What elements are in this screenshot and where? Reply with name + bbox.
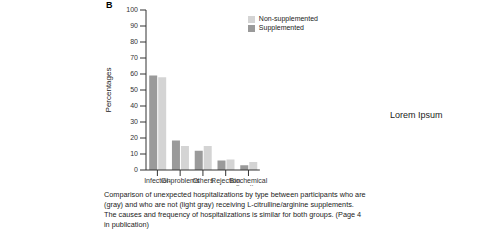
html-text:Comparison of unexpected hospi: Comparison of unexpected hospitalization… xyxy=(104,190,366,199)
svg-text:Rejection: Rejection xyxy=(211,177,241,184)
svg-text:70: 70 xyxy=(130,54,138,61)
html-text:The causes and frequency of ho: The causes and frequency of hospitalizat… xyxy=(104,210,362,219)
html-text:Supplemented: Supplemented xyxy=(258,24,304,31)
html-text:Non-supplemented: Non-supplemented xyxy=(258,15,318,22)
svg-text:90: 90 xyxy=(130,22,138,29)
html-text:B: B xyxy=(106,0,113,10)
svg-text:100: 100 xyxy=(126,6,138,13)
svg-text:Biochemicalalterations: Biochemicalalterations xyxy=(230,177,268,186)
svg-text:Infection: Infection xyxy=(144,177,171,184)
svg-text:20: 20 xyxy=(130,134,138,141)
svg-text:50: 50 xyxy=(130,86,138,93)
svg-text:0: 0 xyxy=(134,166,138,173)
svg-text:30: 30 xyxy=(130,118,138,125)
svg-text:60: 60 xyxy=(130,70,138,77)
svg-text:Others: Others xyxy=(192,177,214,184)
svg-text:40: 40 xyxy=(130,102,138,109)
html-text:in publication): in publication) xyxy=(104,220,149,229)
svg-text:GI-problems: GI-problems xyxy=(160,177,200,184)
html-text:(gray) and who are not (light: (gray) and who are not (light gray) rece… xyxy=(104,200,354,209)
svg-text:10: 10 xyxy=(130,150,138,157)
html-text:Lorem Ipsum: Lorem Ipsum xyxy=(390,110,443,120)
svg-text:Percentages: Percentages xyxy=(104,68,113,113)
svg-text:80: 80 xyxy=(130,38,138,45)
